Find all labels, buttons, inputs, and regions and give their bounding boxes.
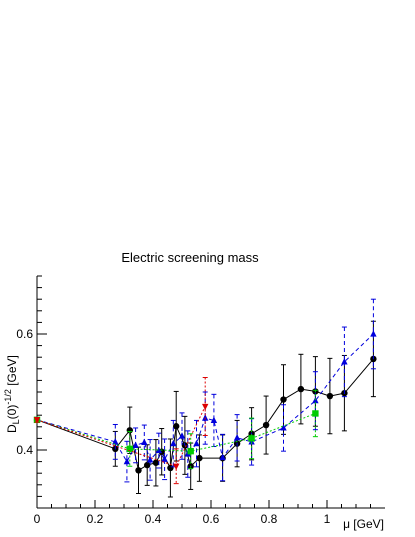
y-tick-label: 0.4 [16,443,33,457]
data-point [173,423,180,430]
x-tick-label: 0.2 [87,512,104,526]
data-point [123,457,131,465]
data-point [141,438,148,446]
y-axis-title: DL(0)-1/2 [GeV] [3,355,21,433]
data-point [146,456,154,463]
data-point [262,421,270,429]
data-point [210,416,218,424]
y-axis: 0.4 0.6 [16,275,47,509]
data-point [312,410,319,417]
data-point [248,435,255,442]
x-tick-label: 1 [324,512,331,526]
data-point [280,396,287,403]
chart-title: Electric screening mass [121,250,259,265]
data-point [196,454,203,462]
x-tick-label: 0 [34,512,41,526]
data-point [187,447,194,455]
x-tick-label: 0.6 [203,512,220,526]
data-point [167,464,174,472]
plot-frame [36,276,385,509]
series-line [36,412,316,452]
series-4 [33,377,209,485]
data-point [178,432,186,439]
data-point [144,461,151,469]
data-point [170,439,177,447]
data-point [126,445,133,453]
series-line [36,358,374,472]
data-point [173,463,180,471]
data-point [152,459,160,466]
data-point [297,385,305,393]
data-point [193,439,200,447]
x-tick-label: 0.8 [261,512,278,526]
data-point [161,455,168,462]
data-point [341,358,348,365]
x-axis: 0 0.2 0.4 0.6 0.8 1 [34,500,371,526]
data-point [370,330,377,337]
data-point [326,392,334,400]
data-point [33,417,41,424]
data-point [202,403,209,411]
data-point [135,467,142,474]
data-point [280,424,287,431]
y-tick-label: 0.6 [16,327,33,341]
series-line [36,406,206,467]
data-point [233,434,241,441]
x-axis-title: μ [GeV] [343,517,384,531]
data-point [219,453,226,461]
data-series [33,298,377,498]
x-tick-label: 0.4 [145,512,162,526]
data-point [132,441,139,448]
series-line [36,333,374,463]
data-point [112,438,119,445]
data-point [155,446,162,454]
